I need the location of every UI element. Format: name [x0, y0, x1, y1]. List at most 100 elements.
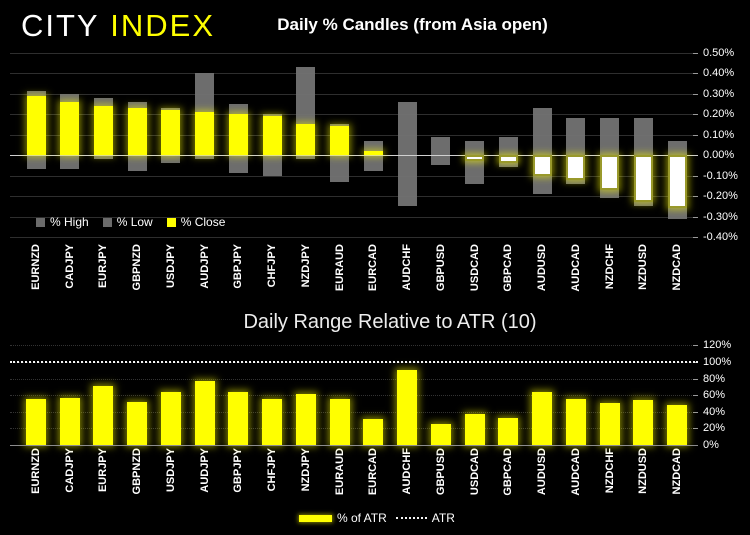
x-axis-label: AUDUSD — [536, 244, 549, 292]
x-axis-label: EURNZD — [30, 448, 42, 494]
atr-percent-bar — [667, 405, 688, 445]
x-axis-label: NZDUSD — [637, 448, 650, 494]
candle-chart-title: Daily % Candles (from Asia open) — [277, 15, 548, 34]
x-axis-label: AUDJPY — [198, 448, 211, 493]
close-swatch — [166, 217, 176, 227]
legend-high-label: % High — [50, 215, 89, 229]
legend-low-label: % Low — [116, 215, 153, 229]
legend-atr-label: ATR — [431, 511, 455, 525]
candle-close-bar — [195, 111, 215, 155]
candle-close-bar — [498, 155, 518, 164]
zero-gridline — [10, 155, 698, 156]
x-axis-label: EURCAD — [367, 448, 380, 496]
x-axis-label: NZDJPY — [299, 448, 312, 492]
y-axis-label: -0.30% — [703, 210, 738, 223]
atr-reference-line — [10, 361, 698, 363]
candle-close-bar — [363, 150, 383, 155]
y-gridline — [10, 134, 698, 136]
candle-close-bar — [566, 155, 586, 180]
candle-range-bar — [532, 107, 552, 194]
y-axis-tick — [693, 428, 698, 430]
candle-close-bar — [60, 101, 80, 155]
x-axis-label: GBPUSD — [434, 448, 447, 496]
candle-close-bar — [262, 116, 282, 155]
city-index-logo: CITY INDEX — [21, 8, 215, 44]
atr-percent-bar — [397, 370, 418, 445]
atr-percent-bar — [430, 424, 451, 445]
candle-chart-legend: % High % Low % Close — [36, 215, 225, 229]
atr-percent-bar — [127, 401, 148, 445]
y-axis-tick — [693, 114, 698, 115]
y-gridline — [10, 237, 698, 238]
y-axis-label: 0.00% — [703, 149, 735, 161]
y-axis-label: 100% — [703, 356, 732, 368]
atr-percent-bar — [329, 398, 350, 445]
atr-percent-bar — [532, 391, 553, 445]
x-axis-label: CHFJPY — [266, 448, 279, 492]
atr-percent-bar — [93, 386, 114, 445]
x-axis-label: AUDCHF — [401, 244, 414, 291]
legend-item-high: % High — [36, 215, 89, 229]
atr-percent-bar — [295, 394, 316, 445]
candle-close-bar — [330, 126, 350, 155]
x-axis-label: NZDCAD — [671, 244, 684, 291]
y-axis-label: 80% — [703, 372, 726, 385]
y-axis-tick — [693, 175, 698, 177]
y-gridline — [10, 52, 698, 54]
x-axis-label: EURJPY — [97, 244, 110, 289]
y-axis-tick — [693, 378, 698, 380]
atr-percent-bar — [498, 418, 519, 445]
atr-percent-bar — [633, 400, 654, 445]
logo-city-text: CITY — [21, 8, 100, 43]
x-axis-label: CHFJPY — [266, 244, 279, 288]
legend-item-low: % Low — [102, 215, 153, 229]
x-axis-label: USDJPY — [164, 448, 177, 493]
x-axis-label: NZDUSD — [637, 244, 650, 290]
atr-percent-bar — [160, 391, 181, 445]
legend-close-label: % Close — [180, 215, 226, 229]
candle-range-bar — [397, 101, 417, 207]
y-axis-label: 120% — [703, 339, 732, 352]
y-axis-tick — [693, 73, 698, 74]
x-axis-label: GBPNZD — [131, 244, 144, 291]
y-gridline — [10, 378, 698, 380]
candle-range-bar — [431, 136, 451, 166]
legend-item-close: % Close — [166, 215, 226, 229]
y-gridline — [10, 73, 698, 74]
atr-percent-bar — [599, 402, 620, 445]
x-axis-label: AUDUSD — [536, 448, 549, 496]
y-axis-label: 60% — [703, 389, 726, 402]
x-axis-label: AUDCHF — [401, 448, 414, 495]
x-axis-label: USDCAD — [468, 244, 481, 292]
legend-item-pct-atr: % of ATR — [299, 511, 387, 525]
y-axis-label: -0.10% — [703, 169, 738, 182]
candle-close-bar — [161, 109, 181, 155]
candle-close-bar — [465, 155, 485, 162]
legend-item-atr: ATR — [395, 511, 455, 525]
candle-close-bar — [667, 155, 687, 209]
atr-percent-bar — [228, 391, 249, 445]
x-axis-label: AUDCAD — [569, 244, 582, 292]
x-axis-label: AUDCAD — [569, 448, 582, 496]
y-axis-tick — [693, 93, 698, 95]
x-axis-label: USDJPY — [164, 244, 177, 289]
x-axis-label: GBPUSD — [434, 244, 447, 292]
y-gridline — [10, 93, 698, 95]
y-axis-label: 20% — [703, 422, 726, 435]
atr-line-swatch — [395, 517, 427, 519]
y-gridline — [10, 345, 698, 347]
candle-close-bar — [600, 155, 620, 190]
y-gridline — [10, 114, 698, 115]
y-axis-label: 0.20% — [703, 108, 735, 120]
legend-pct-atr-label: % of ATR — [337, 511, 387, 525]
x-axis-label: NZDCHF — [603, 244, 616, 290]
x-axis-label: EURJPY — [97, 448, 110, 493]
pct-atr-swatch — [299, 514, 332, 522]
candle-close-bar — [296, 124, 316, 155]
candle-range-bar — [363, 140, 383, 172]
x-axis-label: GBPCAD — [502, 244, 515, 292]
x-axis-label: EURNZD — [30, 244, 42, 290]
candle-close-bar — [633, 155, 653, 203]
x-axis-label: CADJPY — [63, 244, 76, 289]
